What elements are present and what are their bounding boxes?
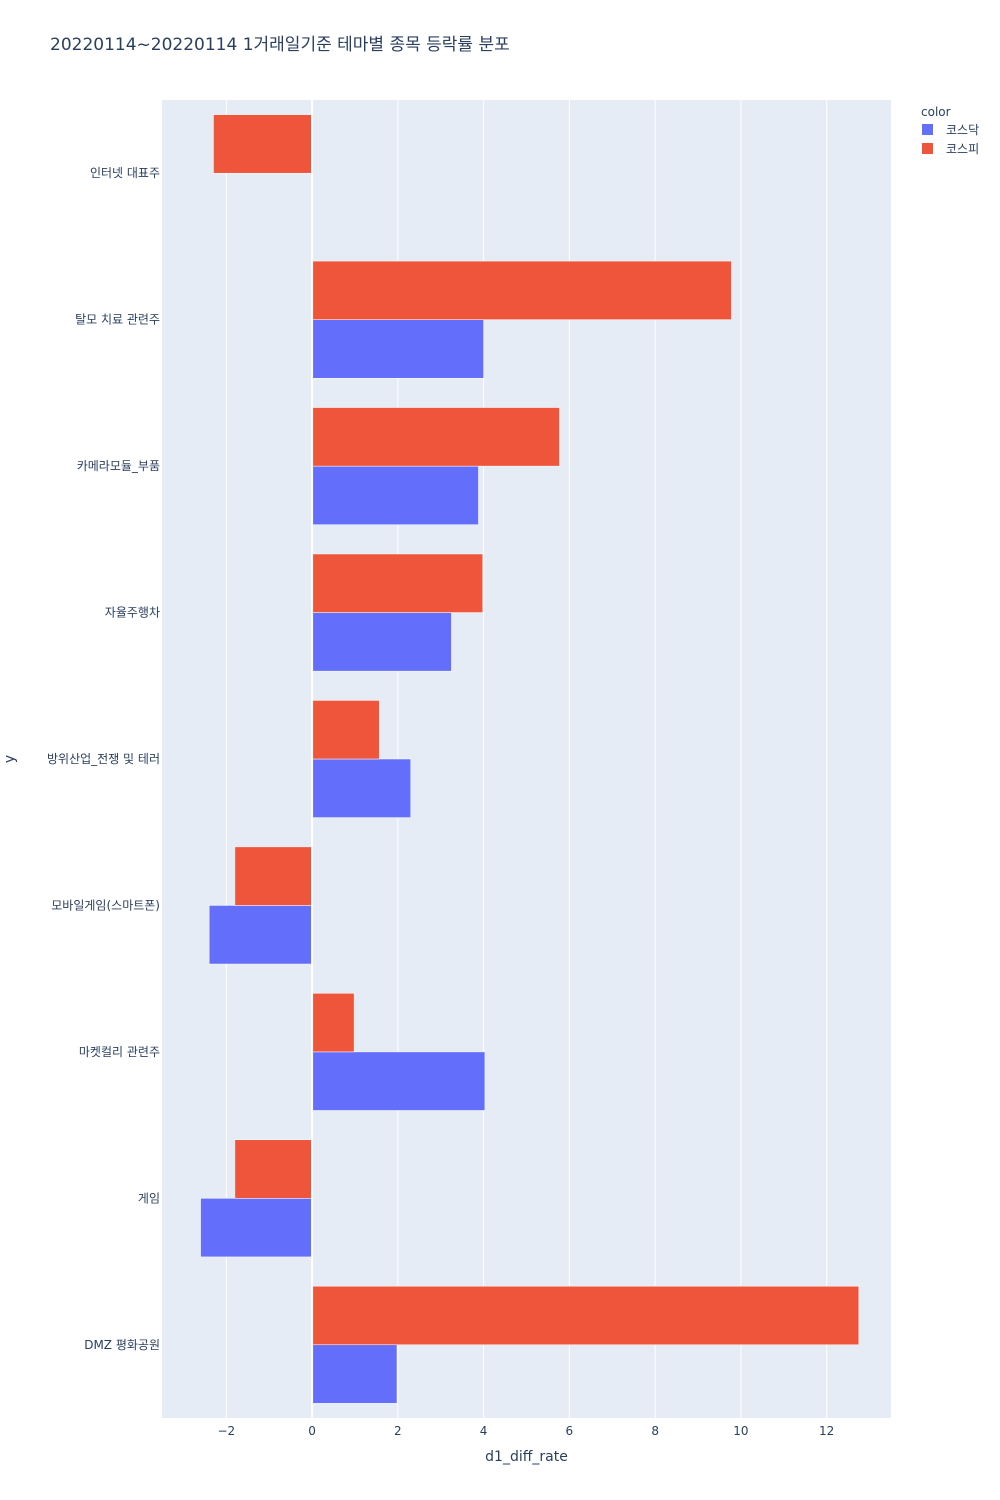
y-tick-label: DMZ 평화공원 [84,1338,160,1352]
bar-코스피 [213,114,313,174]
x-axis-title: d1_diff_rate [485,1449,568,1465]
bar-코스닥 [311,1344,398,1404]
y-tick-label: 모바일게임(스마트폰) [51,898,160,912]
legend-swatch [922,143,933,154]
x-tick-label: −2 [217,1424,235,1438]
bar-코스닥 [311,758,411,818]
bar-코스닥 [200,1198,313,1258]
chart-title: 20220114~20220114 1거래일기준 테마별 종목 등락률 분포 [50,35,510,55]
x-tick-label: 8 [651,1424,659,1438]
bar-코스피 [311,407,560,467]
x-tick-label: 6 [566,1424,574,1438]
bar-코스닥 [208,905,313,965]
legend-title: color [921,105,951,119]
bar-코스피 [234,846,313,906]
y-tick-label: 자율주행차 [105,605,160,620]
x-tick-label: 2 [394,1424,402,1438]
bar-코스피 [311,553,484,613]
bar-코스피 [311,993,355,1053]
bar-코스닥 [311,1051,486,1111]
y-tick-label: 탈모 치료 관련주 [75,313,160,327]
legend-item-label: 코스피 [946,142,979,156]
x-tick-label: 4 [480,1424,488,1438]
bar-코스피 [311,700,380,760]
y-tick-label: 인터넷 대표주 [90,166,160,180]
y-tick-label: 방위산업_전쟁 및 테러 [47,752,160,766]
x-axis-ticks: −2 0 2 4 6 8 10 12 [217,1424,834,1438]
bar-코스피 [311,260,732,320]
y-tick-label: 카메라모듈_부품 [77,459,160,473]
x-tick-label: 12 [819,1424,834,1438]
bar-코스피 [234,1139,313,1199]
bar-코스닥 [311,465,479,525]
x-tick-label: 0 [308,1424,316,1438]
y-tick-label: 마켓컬리 관련주 [79,1045,160,1059]
bars [200,114,860,1404]
legend-item-label: 코스닥 [946,123,979,137]
legend-swatch [922,124,933,135]
y-tick-label: 게임 [138,1191,160,1205]
bar-코스닥 [311,319,484,379]
x-tick-label: 10 [733,1424,748,1438]
bar-코스피 [311,1285,860,1346]
bar-코스닥 [311,612,452,672]
y-axis-title: y [2,755,18,763]
